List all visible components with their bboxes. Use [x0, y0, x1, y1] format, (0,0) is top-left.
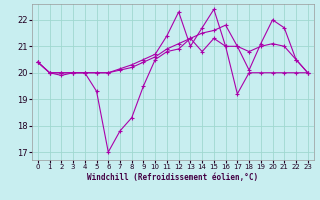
X-axis label: Windchill (Refroidissement éolien,°C): Windchill (Refroidissement éolien,°C)	[87, 173, 258, 182]
